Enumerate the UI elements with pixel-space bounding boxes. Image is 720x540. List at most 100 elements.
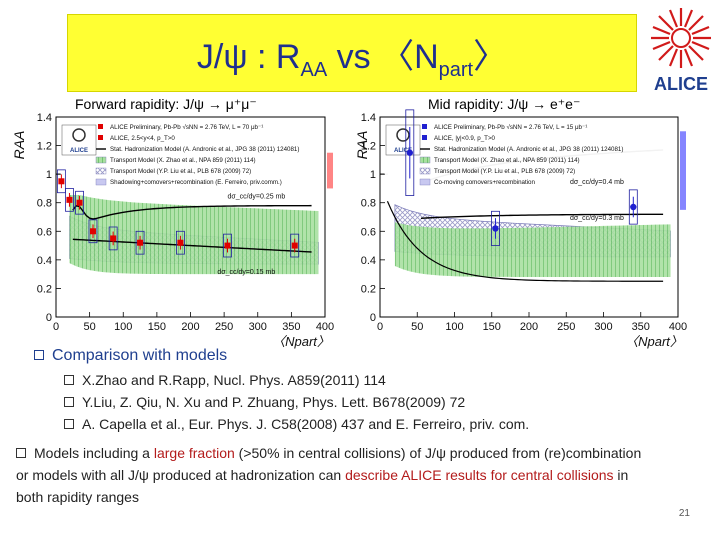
chart-forward-rapidity: ALICE ALICE Preliminary, Pb-Pb √sNN = 2.7… (11, 112, 334, 349)
x-tick-label: 100 (445, 321, 463, 333)
data-syst-box (290, 233, 300, 258)
x-tick-label: 250 (557, 321, 575, 333)
ref-item: Y.Liu, Z. Qiu, N. Xu and P. Zhuang, Phys… (64, 394, 465, 410)
legend-entry: Shadowing+comovers+recombination (E. Fer… (110, 179, 282, 186)
x-tick-label: 250 (215, 321, 233, 333)
legend-swatch (98, 124, 103, 129)
legend-swatch (419, 156, 431, 164)
legend-entry: Transport Model (Y.P. Liu et al., PLB 67… (110, 168, 251, 175)
y-tick-label: 0.4 (37, 255, 52, 267)
data-syst-box (176, 230, 185, 255)
data-point (137, 239, 144, 246)
legend-logo-icon (396, 128, 410, 142)
x-tick-label: 50 (411, 321, 423, 333)
conclusion-bullet: Models including a large fraction (>50% … (16, 442, 656, 508)
alice-logo: ALICE (651, 8, 711, 94)
legend-logo-frame (385, 124, 421, 156)
checkbox-bullet-icon (34, 350, 44, 360)
legend-entry: ALICE Preliminary, Pb-Pb √sNN = 2.76 TeV… (434, 124, 587, 131)
legend-swatch (98, 135, 103, 140)
model-line-comovers (386, 200, 664, 282)
x-tick-label: 150 (148, 321, 166, 333)
annotation-cross-section-2: dσ_cc/dy=0.3 mb (570, 215, 624, 222)
data-syst-box (108, 226, 118, 251)
x-tick-label: 400 (669, 321, 687, 333)
x-tick-label: 50 (84, 321, 96, 333)
page-number: 21 (678, 508, 690, 519)
checkbox-bullet-icon (64, 375, 74, 385)
legend-swatch (422, 124, 427, 129)
data-point (630, 203, 637, 211)
data-point (66, 196, 73, 203)
left-panel-label: Forward rapidity: J/ψ → μ⁺μ⁻ (75, 96, 257, 112)
data-point (58, 178, 65, 185)
y-axis-label: RAA (11, 131, 27, 160)
legend-swatch (422, 135, 427, 140)
y-tick-label: 1.4 (361, 112, 376, 124)
model-line-shm-upper (72, 204, 312, 220)
conclusion-text: (>50% in central collisions) of J/ψ prod… (16, 445, 642, 483)
y-tick-label: 0 (370, 312, 376, 324)
y-tick-label: 1.2 (37, 141, 52, 153)
legend-swatch (95, 167, 107, 175)
data-point (177, 239, 184, 246)
x-tick-label: 200 (520, 321, 538, 333)
legend-entry: ALICE Preliminary, Pb-Pb √sNN = 2.76 TeV… (110, 124, 263, 131)
conclusion-text: in both rapidity ranges (16, 467, 629, 505)
data-point (224, 242, 231, 249)
y-tick-label: 0.2 (37, 283, 52, 295)
x-tick-label: 100 (114, 321, 132, 333)
annotation-cross-section-1: dσ_cc/dy=0.25 mb (227, 193, 285, 200)
x-tick-label: 200 (181, 321, 199, 333)
data-point (89, 228, 96, 235)
slide-title: J/ψ : RAA vs 〈Npart〉 (196, 38, 508, 81)
y-tick-label: 0.2 (361, 283, 376, 295)
checkbox-bullet-icon (64, 397, 74, 407)
y-tick-label: 0.6 (361, 226, 376, 238)
legend-entry: Transport Model (X. Zhao et al., NPA 859… (434, 157, 580, 164)
right-panel-label: Mid rapidity: J/ψ → e⁺e⁻ (428, 96, 581, 112)
x-tick-label: 350 (282, 321, 300, 333)
legend-entry: ALICE, |y|<0.9, p_T>0 (434, 135, 496, 142)
y-tick-label: 0.8 (37, 198, 52, 210)
data-point (492, 225, 499, 232)
annotation-cross-section-1: dσ_cc/dy=0.4 mb (570, 179, 624, 186)
highlight-text: large fraction (153, 445, 235, 461)
legend-logo-frame (61, 124, 97, 156)
global-uncertainty-box (680, 131, 686, 210)
ref-item: A. Capella et al., Eur. Phys. J. C58(200… (64, 416, 529, 432)
legend: ALICE ALICE Preliminary, Pb-Pb √sNN = 2.7… (60, 121, 317, 195)
data-syst-box (135, 230, 145, 255)
x-tick-label: 400 (316, 321, 334, 333)
x-tick-label: 0 (377, 321, 383, 333)
y-axis-label: RAA (355, 131, 370, 160)
legend-entry: Stat. Hadronization Model (A. Andronic e… (434, 146, 623, 153)
data-syst-box (56, 169, 66, 194)
legend-swatch (419, 167, 431, 175)
data-syst-box (75, 190, 84, 215)
model-band-transport-zhao (394, 222, 671, 277)
y-tick-label: 0.8 (361, 198, 376, 210)
x-tick-label: 350 (632, 321, 650, 333)
data-point (406, 149, 413, 156)
ref-item: X.Zhao and R.Rapp, Nucl. Phys. A859(2011… (64, 372, 386, 388)
legend-entry: Transport Model (X. Zhao et al., NPA 859… (110, 157, 256, 164)
data-syst-box (223, 233, 232, 258)
annotation-cross-section-2: dσ_cc/dy=0.15 mb (217, 269, 275, 276)
x-tick-label: 300 (594, 321, 612, 333)
y-tick-label: 0.6 (37, 226, 52, 238)
legend-logo-icon (72, 128, 86, 142)
legend-entry: ALICE, 2.5<y<4, p_T>0 (110, 135, 175, 142)
x-axis-label: 〈Npart〉 (272, 334, 330, 349)
data-syst-box (491, 210, 500, 246)
legend-entry: Transport Model (Y.P. Liu et al., PLB 67… (434, 168, 575, 175)
legend-logo-text: ALICE (70, 148, 88, 154)
data-syst-box (88, 219, 98, 244)
data-syst-box (405, 109, 415, 196)
y-tick-label: 1 (370, 169, 376, 181)
chart-mid-rapidity: ALICE ALICE Preliminary, Pb-Pb √sNN = 2.7… (355, 109, 687, 349)
checkbox-bullet-icon (16, 448, 26, 458)
legend-logo-text: ALICE (394, 148, 412, 154)
legend-swatch (419, 178, 431, 186)
model-band-transport-zhao (69, 191, 319, 275)
